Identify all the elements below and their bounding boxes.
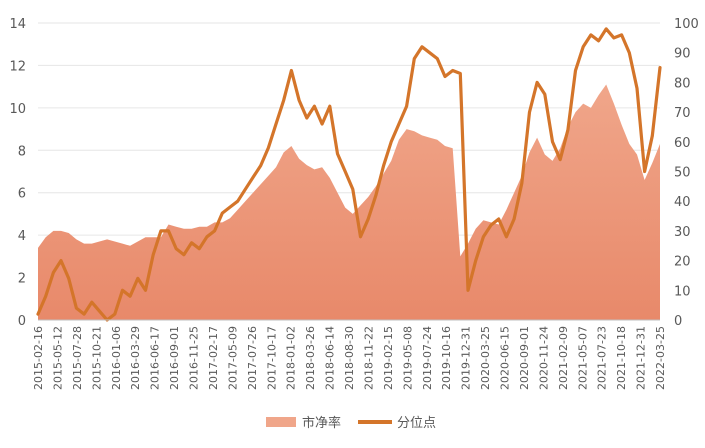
x-tick-label: 2016-01-06 — [110, 326, 123, 390]
x-tick-label: 2019-05-08 — [401, 326, 414, 390]
x-tick-label: 2016-03-29 — [129, 326, 142, 390]
x-tick-label: 2017-02-17 — [207, 326, 220, 390]
legend-label-area: 市净率 — [302, 415, 341, 431]
y-right-tick-label: 80 — [674, 76, 691, 91]
x-tick-label: 2020-03-25 — [479, 326, 492, 390]
y-left-tick-label: 0 — [18, 314, 26, 329]
y-right-tick-label: 60 — [674, 136, 691, 151]
y-left-tick-label: 14 — [9, 17, 26, 32]
y-left-tick-label: 2 — [18, 272, 26, 287]
x-tick-label: 2020-06-15 — [499, 326, 512, 390]
y-right-tick-label: 40 — [674, 195, 691, 210]
x-tick-label: 2018-11-22 — [362, 326, 375, 390]
x-tick-label: 2019-12-31 — [460, 326, 473, 390]
line-series-layer — [36, 27, 662, 322]
y-right-tick-label: 0 — [674, 314, 682, 329]
x-axis: 2015-02-16 2015-05-12 2015-07-28 2015-10-21… — [32, 319, 667, 390]
x-tick-label: 2017-07-26 — [246, 326, 259, 390]
x-tick-label: 2017-05-09 — [226, 326, 239, 390]
y-left-tick-label: 10 — [9, 102, 26, 117]
legend-label-line: 分位点 — [397, 416, 436, 431]
x-tick-label: 2021-10-18 — [615, 326, 628, 390]
gridlines — [38, 22, 660, 279]
x-tick-label: 2018-08-30 — [343, 326, 356, 390]
right-axis: 0 10 20 30 40 50 60 70 80 90 100 — [674, 17, 699, 329]
x-tick-label: 2018-03-26 — [304, 326, 317, 390]
y-left-tick-label: 4 — [18, 229, 26, 244]
x-tick-label: 2020-11-24 — [537, 326, 550, 390]
x-tick-label: 2021-12-31 — [635, 326, 648, 390]
y-left-tick-label: 8 — [18, 144, 26, 159]
y-right-tick-label: 70 — [674, 106, 691, 121]
y-right-tick-label: 30 — [674, 225, 691, 240]
x-tick-label: 2019-07-24 — [421, 326, 434, 390]
x-tick-label: 2021-02-09 — [557, 326, 570, 390]
x-tick-label: 2017-10-17 — [265, 326, 278, 390]
y-left-tick-label: 12 — [9, 59, 26, 74]
x-tick-label: 2015-02-16 — [32, 326, 45, 390]
x-tick-label: 2018-01-02 — [285, 326, 298, 390]
y-left-tick-label: 6 — [18, 187, 26, 202]
area-series-layer — [38, 84, 660, 320]
x-tick-label: 2021-05-07 — [576, 326, 589, 390]
x-tick-label: 2019-02-15 — [382, 326, 395, 390]
left-axis: 0 2 4 6 8 10 12 14 — [9, 17, 26, 329]
y-right-tick-label: 90 — [674, 47, 691, 62]
x-tick-label: 2016-11-25 — [188, 326, 201, 390]
x-tick-label: 2018-06-14 — [324, 326, 337, 390]
x-tick-label: 2020-09-01 — [518, 326, 531, 390]
x-tick-label: 2021-07-23 — [596, 326, 609, 390]
x-tick-label: 2019-10-16 — [440, 326, 453, 390]
x-tick-label: 2016-06-17 — [149, 326, 162, 390]
legend-swatch-area — [266, 417, 296, 427]
x-tick-label: 2016-09-01 — [168, 326, 181, 390]
y-right-tick-label: 10 — [674, 284, 691, 299]
x-tick-label: 2015-10-21 — [90, 326, 103, 390]
x-tick-label: 2015-07-28 — [71, 326, 84, 390]
y-right-tick-label: 50 — [674, 166, 691, 181]
line-series-percentile — [36, 27, 662, 322]
x-tick-label: 2022-03-25 — [654, 326, 667, 390]
y-right-tick-label: 20 — [674, 255, 691, 270]
area-series-pb — [38, 84, 660, 320]
x-tick-label: 2015-05-12 — [51, 326, 64, 390]
legend: 市净率 分位点 — [266, 415, 436, 431]
y-right-tick-label: 100 — [674, 17, 699, 32]
